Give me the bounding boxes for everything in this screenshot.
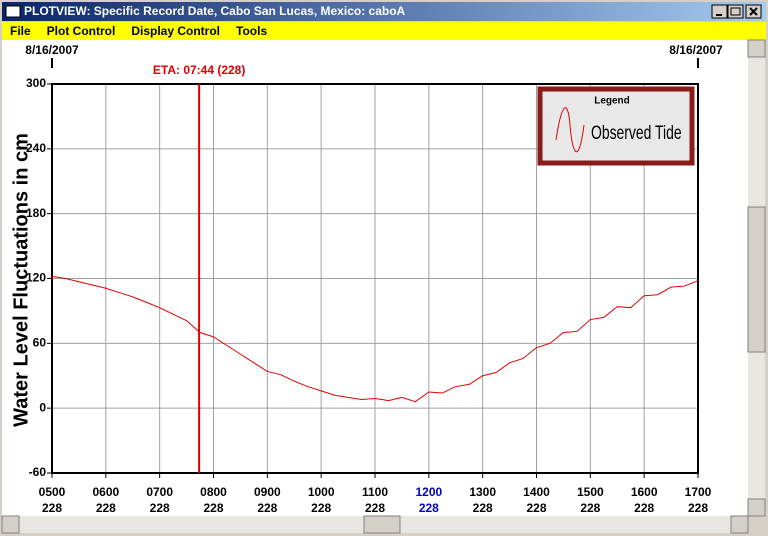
- legend-title: Legend: [594, 96, 630, 107]
- title-bar: [2, 2, 766, 21]
- x-tick-sublabel: 228: [580, 501, 600, 515]
- x-tick-sublabel: 228: [257, 501, 277, 515]
- x-tick-label: 1600: [631, 485, 658, 499]
- y-tick-label: 180: [26, 206, 46, 220]
- y-tick-label: -60: [29, 465, 47, 479]
- x-tick-sublabel: 228: [42, 501, 62, 515]
- legend-box: [537, 86, 695, 166]
- menu-item[interactable]: File: [10, 24, 31, 38]
- x-tick-sublabel: 228: [203, 501, 223, 515]
- date-right: 8/16/2007: [669, 43, 723, 57]
- x-tick-sublabel: 228: [365, 501, 385, 515]
- x-tick-label: 0500: [39, 485, 66, 499]
- x-tick-sublabel: 228: [96, 501, 116, 515]
- x-tick-sublabel: 228: [688, 501, 708, 515]
- x-tick-label: 1400: [523, 485, 550, 499]
- x-tick-label: 1100: [362, 485, 388, 499]
- x-tick-label: 0600: [92, 485, 119, 499]
- x-tick-label: 1000: [308, 485, 335, 499]
- x-tick-label: 0800: [200, 485, 227, 499]
- x-tick-label: 1700: [685, 485, 712, 499]
- scroll-down[interactable]: [747, 498, 766, 517]
- scroll-up[interactable]: [747, 39, 766, 58]
- y-tick-label: 60: [33, 336, 47, 350]
- scroll-right[interactable]: [730, 515, 749, 534]
- tide-line: [51, 275, 699, 403]
- plot-border: [51, 83, 699, 474]
- legend-entry: Observed Tide: [591, 122, 682, 144]
- x-tick-sublabel: 228: [150, 501, 170, 515]
- window-title: PLOTVIEW: Specific Record Date, Cabo San…: [24, 4, 406, 18]
- date-left: 8/16/2007: [25, 43, 79, 57]
- legend-swatch: [555, 107, 585, 153]
- x-tick-label: 1500: [577, 485, 604, 499]
- x-tick-sublabel: 228: [526, 501, 546, 515]
- y-tick-label: 120: [26, 271, 46, 285]
- x-tick-label: 0700: [146, 485, 173, 499]
- hscroll-thumb[interactable]: [363, 515, 401, 534]
- y-tick-label: 0: [39, 400, 46, 414]
- menu-bar: [2, 22, 766, 40]
- y-tick-label: 300: [26, 76, 46, 90]
- menu-item[interactable]: Display Control: [131, 24, 220, 38]
- minimize-button[interactable]: [711, 4, 728, 19]
- x-tick-label: 1200: [415, 485, 442, 499]
- menu-item[interactable]: Plot Control: [47, 24, 116, 38]
- eta-label: ETA: 07:44 (228): [153, 63, 245, 77]
- menu-item[interactable]: Tools: [236, 24, 267, 38]
- x-tick-sublabel: 228: [473, 501, 493, 515]
- scroll-left[interactable]: [1, 515, 20, 534]
- x-tick-label: 1300: [469, 485, 496, 499]
- window-buttons[interactable]: [711, 4, 762, 19]
- x-tick-label: 0900: [254, 485, 281, 499]
- x-tick-sublabel: 228: [419, 501, 439, 515]
- scroll-thumb[interactable]: [747, 206, 766, 353]
- maximize-button[interactable]: [727, 4, 744, 19]
- app-icon: [5, 5, 21, 18]
- x-tick-sublabel: 228: [634, 501, 654, 515]
- y-axis-label: Water Level Fluctuations in cm: [10, 133, 32, 427]
- x-tick-sublabel: 228: [311, 501, 331, 515]
- y-tick-label: 240: [26, 141, 46, 155]
